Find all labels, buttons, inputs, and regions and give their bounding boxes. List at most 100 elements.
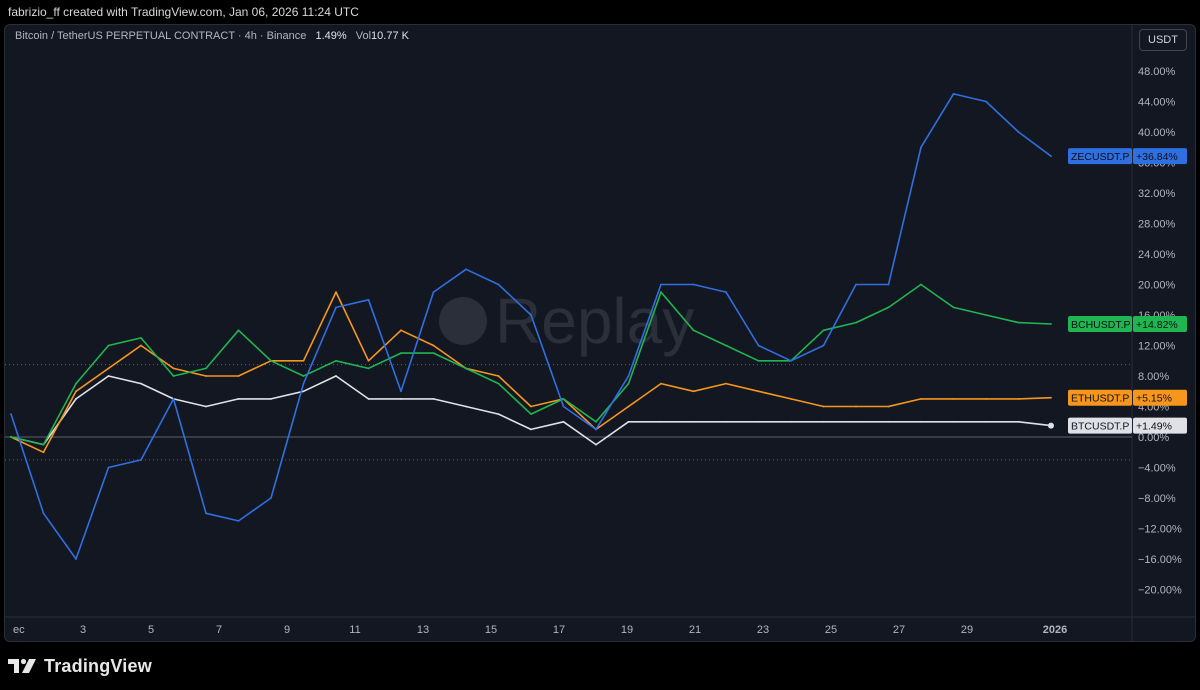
series-point bbox=[497, 283, 500, 286]
series-point bbox=[335, 375, 337, 377]
series-point bbox=[920, 283, 922, 286]
series-point bbox=[692, 390, 695, 393]
series-name-label: ETHUSDT.P bbox=[1071, 393, 1129, 405]
x-tick-label: 3 bbox=[80, 624, 86, 636]
y-tick-label: 24.00% bbox=[1138, 249, 1176, 261]
series-value-tag bbox=[1133, 315, 1187, 332]
y-tick-label: 28.00% bbox=[1138, 219, 1176, 231]
series-value-tag bbox=[1133, 389, 1187, 406]
series-point bbox=[887, 306, 890, 309]
series-point bbox=[172, 367, 175, 370]
tradingview-brand: TradingView bbox=[44, 655, 152, 676]
series-point bbox=[595, 420, 597, 423]
series-point bbox=[432, 291, 435, 294]
series-point bbox=[237, 397, 240, 400]
series-point bbox=[432, 352, 435, 355]
series-point bbox=[920, 420, 922, 423]
series-point bbox=[400, 397, 402, 400]
series-point bbox=[172, 375, 175, 377]
series-point bbox=[465, 367, 467, 370]
series-value-label: +14.82% bbox=[1136, 319, 1178, 331]
series-value-tag bbox=[1133, 417, 1187, 434]
series-point bbox=[400, 352, 402, 355]
series-point bbox=[367, 397, 370, 400]
series-point bbox=[692, 420, 695, 423]
series-point bbox=[887, 420, 890, 423]
x-tick-label: 27 bbox=[893, 624, 905, 636]
price-chart[interactable]: Replay48.00%44.00%40.00%36.00%32.00%28.0… bbox=[5, 25, 1195, 641]
series-point bbox=[725, 291, 727, 294]
x-tick-label: 17 bbox=[553, 624, 565, 636]
series-point bbox=[627, 420, 630, 423]
series-point bbox=[985, 314, 987, 316]
x-tick-label: 19 bbox=[621, 624, 633, 636]
series-point bbox=[757, 359, 760, 362]
y-tick-label: 12.00% bbox=[1138, 341, 1176, 353]
volume-label: Vol bbox=[355, 30, 372, 42]
series-point bbox=[75, 397, 77, 400]
series-point bbox=[952, 420, 955, 423]
series-point bbox=[692, 329, 695, 332]
series-point bbox=[562, 405, 565, 408]
series-point bbox=[790, 397, 792, 400]
series-point bbox=[400, 390, 402, 393]
series-point bbox=[302, 375, 305, 377]
series-point bbox=[42, 443, 45, 446]
series-point bbox=[497, 382, 500, 385]
series-point bbox=[75, 390, 77, 393]
series-point bbox=[237, 519, 240, 522]
series-point bbox=[790, 420, 792, 423]
series-name-label: BTCUSDT.P bbox=[1071, 421, 1129, 433]
y-tick-label: −12.00% bbox=[1138, 524, 1182, 536]
series-value-tag bbox=[1133, 148, 1187, 165]
series-point bbox=[660, 291, 662, 294]
series-point bbox=[627, 405, 630, 408]
series-point bbox=[562, 397, 565, 400]
series-point bbox=[855, 405, 857, 408]
series-point bbox=[335, 306, 337, 309]
series-point bbox=[140, 344, 142, 347]
series-point bbox=[140, 382, 142, 385]
currency-button[interactable]: USDT bbox=[1139, 29, 1187, 51]
symbol-legend: Bitcoin / TetherUS PERPETUAL CONTRACT · … bbox=[15, 30, 409, 42]
tradingview-logo-icon bbox=[8, 658, 36, 673]
x-tick-label: 11 bbox=[349, 624, 360, 636]
replay-watermark-icon bbox=[439, 297, 487, 345]
series-name-tag bbox=[1068, 389, 1132, 406]
chart-panel[interactable]: Replay48.00%44.00%40.00%36.00%32.00%28.0… bbox=[4, 24, 1196, 642]
series-point bbox=[952, 92, 955, 95]
series-point bbox=[10, 413, 12, 416]
series-point bbox=[725, 344, 727, 347]
series-point bbox=[42, 451, 45, 454]
series-point bbox=[205, 405, 207, 408]
series-point bbox=[920, 397, 922, 400]
y-tick-label: 32.00% bbox=[1138, 188, 1176, 200]
series-point bbox=[302, 382, 305, 385]
series-point bbox=[335, 291, 337, 294]
series-point bbox=[627, 382, 630, 385]
series-point bbox=[530, 314, 532, 316]
series-point bbox=[1050, 323, 1052, 325]
symbol-title[interactable]: Bitcoin / TetherUS PERPETUAL CONTRACT · … bbox=[15, 30, 307, 42]
series-point bbox=[10, 436, 12, 438]
series-point bbox=[757, 420, 760, 423]
series-point bbox=[302, 390, 305, 393]
series-point bbox=[595, 428, 597, 431]
y-tick-label: 8.00% bbox=[1138, 371, 1169, 383]
series-point bbox=[822, 329, 825, 332]
series-point bbox=[790, 359, 792, 362]
series-point bbox=[367, 298, 370, 301]
symbol-change: 1.49% bbox=[315, 30, 347, 42]
x-tick-label: 7 bbox=[216, 624, 222, 636]
series-point bbox=[432, 344, 435, 347]
x-tick-label: 15 bbox=[485, 624, 497, 636]
series-point bbox=[107, 344, 110, 347]
series-point bbox=[1050, 396, 1052, 399]
series-point bbox=[1017, 321, 1020, 324]
series-point bbox=[757, 390, 760, 393]
series-point bbox=[205, 367, 207, 370]
series-point bbox=[75, 558, 77, 560]
series-point bbox=[205, 375, 207, 377]
chart-attribution: fabrizio_ff created with TradingView.com… bbox=[8, 5, 359, 19]
x-tick-label: 29 bbox=[961, 624, 973, 636]
